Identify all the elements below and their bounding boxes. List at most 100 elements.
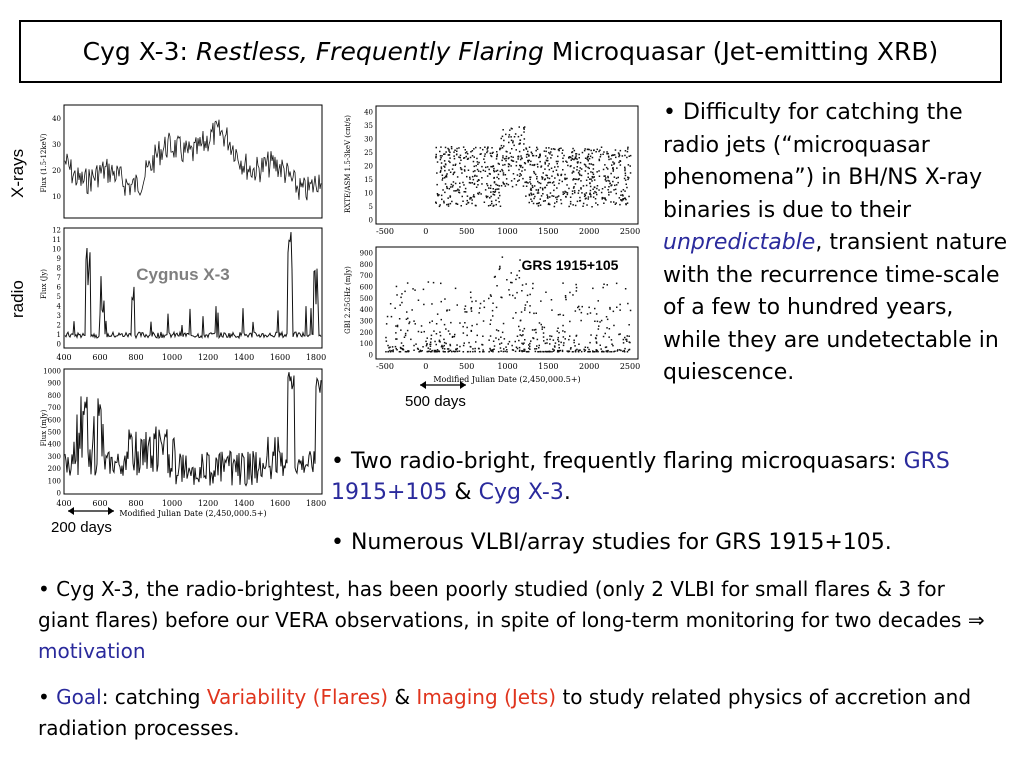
grs-xray-point bbox=[523, 138, 526, 140]
grs-xray-point bbox=[481, 183, 483, 185]
grs-radio-point bbox=[439, 334, 442, 337]
grs-radio-point bbox=[519, 329, 521, 331]
grs-radio-point bbox=[533, 329, 536, 331]
grs-xray-point bbox=[525, 195, 527, 197]
grs-radio-point bbox=[519, 319, 522, 322]
grs-xray-point bbox=[481, 177, 483, 179]
grs-radio-point bbox=[450, 321, 452, 324]
grs-xray-point bbox=[533, 172, 536, 174]
grs-xray-point bbox=[519, 164, 521, 167]
grs-xray-point bbox=[483, 158, 485, 160]
grs-radio-point bbox=[590, 334, 592, 336]
grs-xray-point bbox=[479, 170, 482, 173]
grs-xray-point bbox=[499, 147, 501, 150]
grs-xray-point bbox=[482, 169, 485, 172]
grs-radio-point bbox=[519, 259, 521, 261]
days200-arrow bbox=[66, 505, 116, 517]
grs-xray-point bbox=[608, 158, 610, 161]
grs-xray-point bbox=[531, 152, 533, 155]
ytick-label: 700 bbox=[360, 272, 373, 280]
grs-radio-point bbox=[612, 344, 614, 347]
grs-xray-point bbox=[585, 192, 588, 194]
grs-xray-point bbox=[503, 139, 505, 142]
ytick-label: 11 bbox=[52, 236, 61, 244]
cyg-zoom-ylabel: Flux (mJy) bbox=[40, 409, 48, 446]
grs-xray-point bbox=[626, 150, 629, 153]
grs-radio-point bbox=[387, 350, 390, 353]
grs-radio-point bbox=[594, 307, 596, 310]
grs-radio-point bbox=[526, 301, 528, 303]
grs-radio-point bbox=[623, 351, 626, 353]
grs-radio-point bbox=[529, 348, 531, 350]
grs-xray-point bbox=[497, 197, 500, 199]
grs-xray-point bbox=[523, 127, 525, 129]
grs-xray-point bbox=[522, 177, 524, 180]
grs-radio-point bbox=[619, 333, 621, 335]
grs-radio-point bbox=[500, 350, 502, 352]
grs-xray-plot: RXTE/ASM 1.5-3keV (cnt/s) 40 35 30 25 20 15 10… bbox=[340, 104, 650, 244]
grs-xray-point bbox=[466, 175, 468, 178]
grs-radio-point bbox=[528, 344, 530, 346]
grs-xray-point bbox=[564, 177, 566, 179]
grs-radio-point bbox=[478, 347, 480, 350]
grs-xray-point bbox=[570, 165, 572, 167]
grs-radio-point bbox=[529, 345, 531, 348]
ytick-label: 25 bbox=[364, 149, 373, 157]
grs-xray-point bbox=[519, 158, 522, 161]
grs-xray-point bbox=[484, 170, 487, 172]
grs-radio-point bbox=[459, 345, 461, 348]
grs-xray-point bbox=[623, 177, 626, 180]
grs-radio-point bbox=[595, 342, 598, 344]
ytick-label: 0 bbox=[369, 352, 373, 360]
grs-radio-point bbox=[467, 350, 469, 353]
grs-radio-point bbox=[389, 351, 392, 353]
grs-xray-point bbox=[603, 202, 605, 204]
grs-radio-point bbox=[600, 319, 603, 322]
grs-xray-point bbox=[554, 177, 556, 179]
grs-xray-point bbox=[470, 197, 473, 199]
grs-xray-point bbox=[485, 196, 488, 199]
grs-xray-point bbox=[558, 179, 561, 181]
grs-radio-point bbox=[449, 344, 452, 347]
grs-radio-point bbox=[535, 312, 537, 314]
grs-radio-point bbox=[613, 324, 615, 327]
grs-xray-point bbox=[585, 184, 588, 187]
grs-xray-point bbox=[449, 196, 451, 198]
grs-xray-point bbox=[495, 170, 497, 172]
grs-xray-point bbox=[531, 200, 533, 202]
xtick-label: 2500 bbox=[620, 362, 640, 371]
grs-xray-point bbox=[622, 195, 624, 197]
grs-xray-point bbox=[461, 195, 463, 198]
grs-xray-point bbox=[496, 151, 498, 153]
grs-radio-point bbox=[597, 300, 599, 302]
grs-xray-point bbox=[547, 182, 549, 184]
grs-xray-point bbox=[443, 160, 446, 162]
grs-xray-point bbox=[575, 178, 578, 181]
grs-xray-point bbox=[605, 199, 607, 201]
grs-radio-point bbox=[608, 328, 611, 330]
grs-xray-point bbox=[557, 195, 560, 197]
grs-radio-point bbox=[557, 349, 559, 352]
grs-radio-point bbox=[396, 325, 399, 328]
grs-xray-point bbox=[556, 162, 558, 165]
grs-xray-point bbox=[555, 196, 557, 199]
grs-radio-point bbox=[403, 336, 406, 338]
grs-radio-point bbox=[464, 305, 467, 307]
grs-radio-point bbox=[618, 333, 620, 336]
grs-xray-point bbox=[593, 179, 596, 181]
grs-radio-point bbox=[447, 330, 450, 332]
grs-radio-point bbox=[542, 336, 545, 338]
grs-xray-point bbox=[528, 154, 530, 156]
grs-radio-point bbox=[558, 344, 560, 346]
grs-radio-point bbox=[434, 349, 437, 352]
grs-radio-point bbox=[558, 331, 560, 334]
grs-xray-point bbox=[615, 184, 618, 186]
xtick-label: 1000 bbox=[162, 353, 182, 362]
grs-radio-point bbox=[622, 342, 625, 344]
grs-xray-point bbox=[489, 173, 491, 175]
grs-xray-point bbox=[554, 202, 556, 204]
grs-xray-point bbox=[530, 160, 532, 163]
grs-xray-point bbox=[486, 150, 489, 152]
grs-xray-point bbox=[437, 194, 439, 197]
grs-radio-point bbox=[489, 294, 492, 296]
